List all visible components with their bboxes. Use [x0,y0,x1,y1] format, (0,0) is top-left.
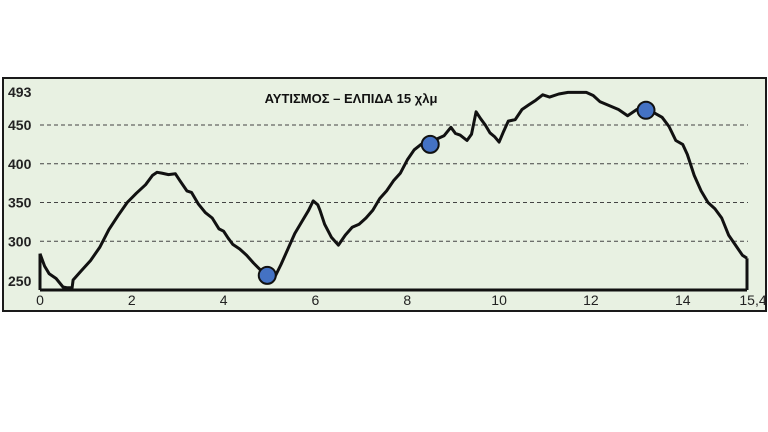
x-tick-label: 8 [403,292,411,308]
y-axis-ticks: 250 300 350 400 450 493 [8,84,32,289]
chart-title: ΑΥΤΙΣΜΟΣ – ΕΛΠΙΔΑ 15 χλμ [265,91,438,106]
waypoint-marker [257,265,277,285]
x-tick-label: 4 [220,292,228,308]
y-tick-label: 300 [8,233,32,249]
waypoint-marker [636,100,656,120]
x-tick-label: 6 [312,292,320,308]
x-tick-label: 15,4 [739,292,766,308]
waypoint-marker [420,134,440,154]
y-tick-label: 350 [8,195,32,211]
y-tick-label: 450 [8,117,32,133]
y-tick-label: 400 [8,156,32,172]
y-tick-label: 493 [8,84,32,100]
grid-lines [40,124,748,242]
x-tick-label: 2 [128,292,136,308]
elevation-line [38,90,748,290]
waypoint-markers [257,100,656,285]
x-tick-label: 10 [491,292,507,308]
x-axis-ticks: 0 2 4 6 8 10 12 14 15,4 [36,292,767,308]
x-tick-label: 0 [36,292,44,308]
y-tick-label: 250 [8,273,32,289]
x-tick-label: 14 [675,292,691,308]
x-tick-label: 12 [583,292,599,308]
